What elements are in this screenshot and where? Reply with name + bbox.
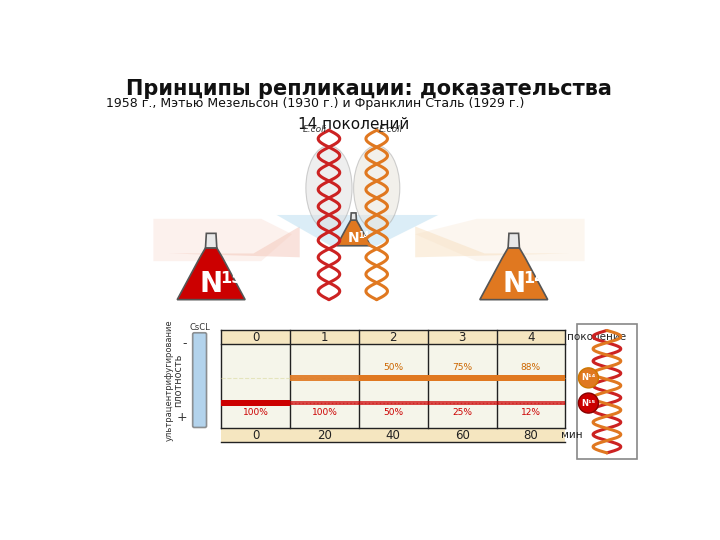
Text: E.coli: E.coli <box>303 125 327 134</box>
Polygon shape <box>508 233 519 248</box>
Polygon shape <box>480 248 548 300</box>
Bar <box>290 375 359 381</box>
Text: N¹⁴: N¹⁴ <box>581 373 595 382</box>
Text: 14 поколений: 14 поколений <box>298 117 409 132</box>
Text: 14: 14 <box>359 231 369 240</box>
Text: N: N <box>348 231 359 245</box>
Bar <box>497 401 565 405</box>
Ellipse shape <box>306 146 352 231</box>
Text: -: - <box>183 336 187 349</box>
Text: 40: 40 <box>386 429 401 442</box>
Text: E.coli: E.coli <box>379 125 402 134</box>
Bar <box>497 375 565 381</box>
Text: 1: 1 <box>320 331 328 344</box>
Text: N¹⁵: N¹⁵ <box>581 399 595 408</box>
Text: 88%: 88% <box>521 363 541 373</box>
Text: 50%: 50% <box>383 408 403 417</box>
Text: CsCL: CsCL <box>189 323 210 332</box>
Text: 100%: 100% <box>243 408 269 417</box>
Bar <box>221 400 290 406</box>
Text: +: + <box>176 410 187 423</box>
Text: 12%: 12% <box>521 408 541 417</box>
Bar <box>428 375 497 381</box>
Bar <box>290 401 359 405</box>
Ellipse shape <box>354 146 400 231</box>
Polygon shape <box>205 233 217 248</box>
Text: 25%: 25% <box>452 408 472 417</box>
Text: Принципы репликации: доказательства: Принципы репликации: доказательства <box>126 79 612 99</box>
Circle shape <box>578 393 598 413</box>
Text: 4: 4 <box>527 331 535 344</box>
Text: 80: 80 <box>523 429 539 442</box>
Text: 15: 15 <box>220 271 243 286</box>
Polygon shape <box>276 215 438 246</box>
Text: ультрацентрифугирование: ультрацентрифугирование <box>164 319 174 441</box>
Text: 100%: 100% <box>312 408 338 417</box>
Text: 3: 3 <box>459 331 466 344</box>
Text: плотность: плотность <box>173 353 183 407</box>
Bar <box>221 345 565 428</box>
Text: N: N <box>199 269 222 298</box>
Polygon shape <box>177 248 245 300</box>
Polygon shape <box>153 219 292 261</box>
Text: 20: 20 <box>317 429 332 442</box>
Bar <box>428 401 497 405</box>
Bar <box>359 401 428 405</box>
Text: 75%: 75% <box>452 363 472 373</box>
Text: 0: 0 <box>252 429 259 442</box>
Text: 2: 2 <box>390 331 397 344</box>
Bar <box>577 325 637 459</box>
Text: поколение: поколение <box>567 333 626 342</box>
Bar <box>221 428 565 442</box>
FancyBboxPatch shape <box>193 333 207 428</box>
Text: 1958 г., Мэтью Мезельсон (1930 г.) и Франклин Сталь (1929 г.): 1958 г., Мэтью Мезельсон (1930 г.) и Фра… <box>106 97 524 110</box>
Polygon shape <box>415 226 570 257</box>
Text: 50%: 50% <box>383 363 403 373</box>
Circle shape <box>578 368 598 388</box>
Text: N: N <box>502 269 526 298</box>
Polygon shape <box>351 213 356 220</box>
Polygon shape <box>415 219 585 261</box>
Polygon shape <box>337 220 370 246</box>
Bar <box>359 375 428 381</box>
Text: 14: 14 <box>523 271 545 286</box>
Text: мин: мин <box>562 430 583 440</box>
Text: 60: 60 <box>454 429 469 442</box>
Polygon shape <box>168 226 300 257</box>
Bar <box>221 330 565 345</box>
Text: 0: 0 <box>252 331 259 344</box>
